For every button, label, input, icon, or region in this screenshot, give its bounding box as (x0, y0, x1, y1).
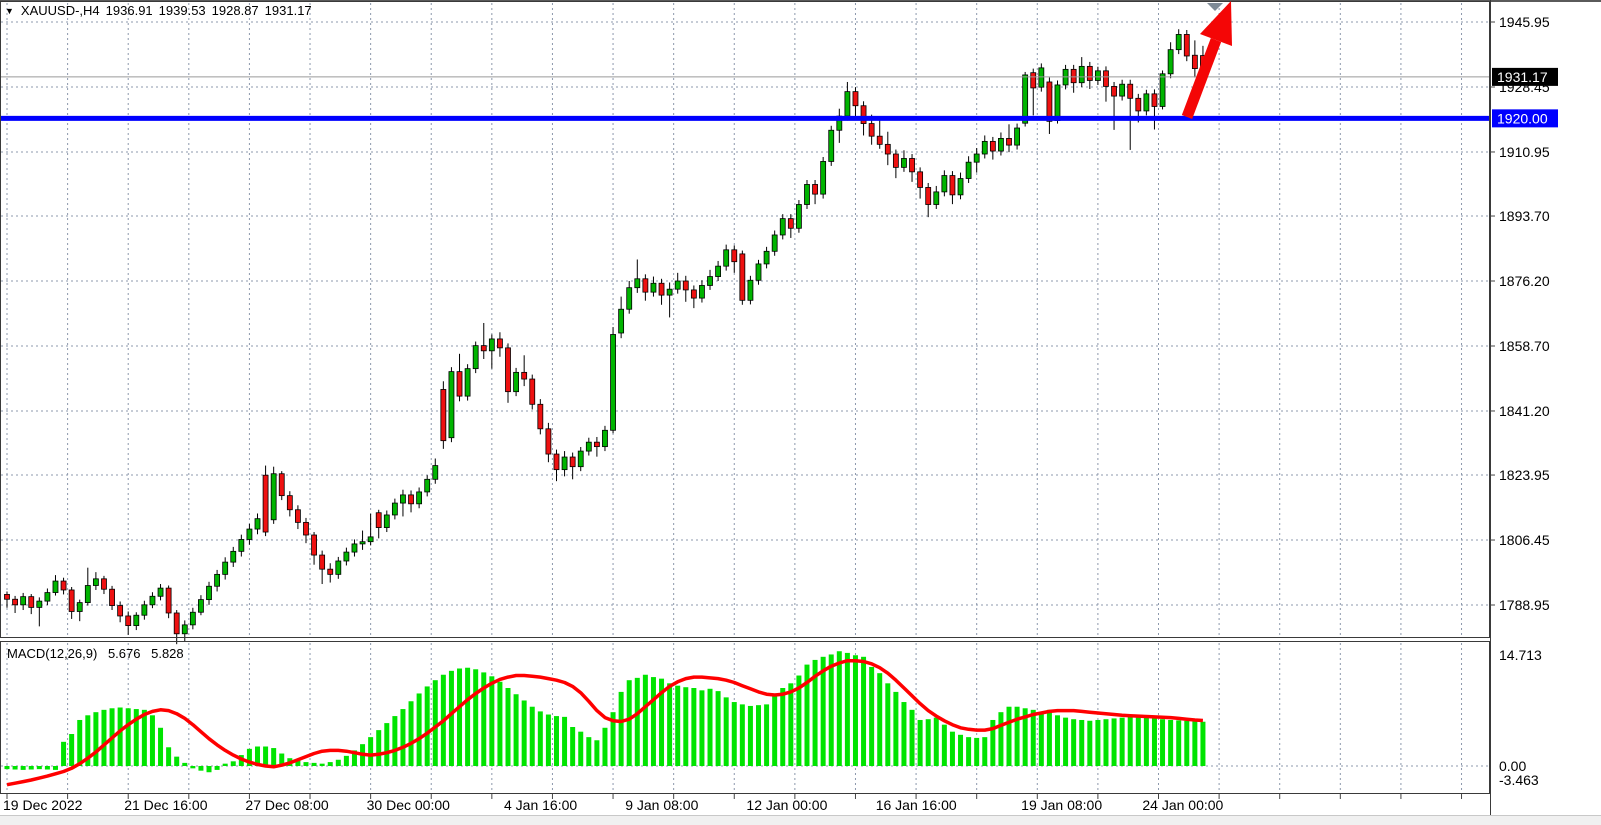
svg-text:1823.95: 1823.95 (1499, 467, 1550, 483)
svg-text:1858.70: 1858.70 (1499, 338, 1550, 354)
annotations-layer (1181, 1, 1232, 119)
svg-text:1910.95: 1910.95 (1499, 144, 1550, 160)
svg-text:19 Jan 08:00: 19 Jan 08:00 (1021, 797, 1102, 813)
macd-name: MACD(12,26,9) (7, 646, 98, 661)
quote-low: 1928.87 (211, 3, 259, 18)
svg-text:1920.00: 1920.00 (1497, 110, 1548, 126)
symbol-period-label: XAUUSD-,H4 (20, 3, 100, 18)
svg-text:27 Dec 08:00: 27 Dec 08:00 (245, 797, 328, 813)
quote-header: ▼ XAUUSD-,H4 1936.91 1939.53 1928.87 193… (5, 3, 312, 18)
svg-text:1945.95: 1945.95 (1499, 14, 1550, 30)
svg-text:16 Jan 16:00: 16 Jan 16:00 (876, 797, 957, 813)
svg-text:1806.45: 1806.45 (1499, 532, 1550, 548)
svg-text:1841.20: 1841.20 (1499, 403, 1550, 419)
grid-layer (1, 3, 1489, 792)
horizontal-lines-layer[interactable]: 1920.00 1931.17 (0, 67, 1558, 128)
quote-open: 1936.91 (105, 3, 153, 18)
macd-main-value: 5.676 (107, 646, 141, 661)
macd-signal-value: 5.828 (151, 646, 184, 661)
svg-text:0.00: 0.00 (1499, 758, 1526, 774)
svg-text:24 Jan 00:00: 24 Jan 00:00 (1142, 797, 1223, 813)
svg-text:12 Jan 00:00: 12 Jan 00:00 (746, 797, 827, 813)
svg-text:1928.45: 1928.45 (1499, 79, 1550, 95)
symbol-dropdown-icon[interactable]: ▼ (5, 5, 14, 16)
svg-text:1931.17: 1931.17 (1497, 69, 1548, 85)
svg-text:1876.20: 1876.20 (1499, 273, 1550, 289)
candles-layer (4, 29, 1206, 645)
svg-text:14.713: 14.713 (1499, 647, 1542, 663)
svg-text:30 Dec 00:00: 30 Dec 00:00 (367, 797, 450, 813)
svg-text:4 Jan 16:00: 4 Jan 16:00 (504, 797, 577, 813)
macd-indicator-layer (4, 651, 1206, 787)
svg-text:-3.463: -3.463 (1499, 772, 1539, 788)
svg-text:1893.70: 1893.70 (1499, 208, 1550, 224)
trend-arrow[interactable] (1181, 1, 1232, 119)
quote-high: 1939.53 (158, 3, 206, 18)
svg-text:19 Dec 2022: 19 Dec 2022 (3, 797, 83, 813)
quote-close: 1931.17 (264, 3, 312, 18)
svg-text:9 Jan 08:00: 9 Jan 08:00 (625, 797, 698, 813)
support-line-1920[interactable] (0, 115, 1490, 121)
macd-indicator-label: MACD(12,26,9) 5.676 5.828 (7, 646, 184, 661)
chart-shift-marker-icon[interactable] (1207, 3, 1223, 11)
svg-text:21 Dec 16:00: 21 Dec 16:00 (124, 797, 207, 813)
svg-text:1788.95: 1788.95 (1499, 597, 1550, 613)
